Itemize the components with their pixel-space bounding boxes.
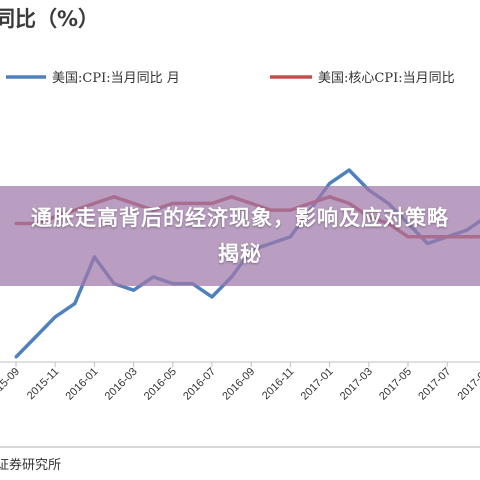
- data-point-s0-2017-01: [328, 181, 332, 185]
- x-tick-labels: 2015-09 2015-11 2016-01 2016-03 2016-05 2016-…: [0, 366, 480, 403]
- x-tick-label-2015-09: 2015-09: [0, 366, 22, 403]
- data-point-s0-2015-12: [73, 302, 77, 306]
- legend-label-core-cpi: 美国:核心CPI:当月同比: [318, 71, 455, 86]
- x-tick-label-2016-03: 2016-03: [103, 366, 140, 403]
- x-tick-label-2017-03: 2017-03: [338, 366, 375, 403]
- x-tick-label-2016-11: 2016-11: [260, 366, 296, 402]
- data-point-s0-2015-10: [34, 335, 38, 339]
- x-tick-label-2017-05: 2017-05: [377, 366, 414, 403]
- headline-banner: 通胀走高背后的经济现象，影响及应对策略揭秘: [0, 186, 480, 286]
- chart-title: 同比（%）: [0, 7, 99, 31]
- x-tick-marks: [15, 362, 448, 367]
- x-tick-label-2017-09: 2017-09: [455, 366, 480, 403]
- data-point-s0-2016-07: [210, 295, 214, 299]
- data-point-s0-2015-11: [53, 315, 57, 319]
- data-point-s0-2017-02: [347, 168, 351, 172]
- x-tick-label-2016-07: 2016-07: [181, 366, 218, 403]
- data-point-s0-2016-03: [132, 288, 136, 292]
- x-tick-label-2016-09: 2016-09: [220, 366, 257, 403]
- x-tick-label-2017-01: 2017-01: [299, 366, 336, 403]
- x-tick-label-2015-11: 2015-11: [25, 366, 61, 402]
- headline-text: 通胀走高背后的经济现象，影响及应对策略揭秘: [31, 206, 449, 266]
- legend-label-cpi: 美国:CPI:当月同比 月: [52, 71, 180, 86]
- source-note: 证券研究所: [0, 457, 61, 473]
- data-point-s0-2015-09: [14, 355, 18, 359]
- x-tick-label-2016-05: 2016-05: [142, 366, 179, 403]
- x-tick-label-2016-01: 2016-01: [63, 366, 100, 403]
- x-tick-label-2017-07: 2017-07: [416, 366, 453, 403]
- legend: 美国:CPI:当月同比 月 美国:核心CPI:当月同比: [6, 71, 455, 86]
